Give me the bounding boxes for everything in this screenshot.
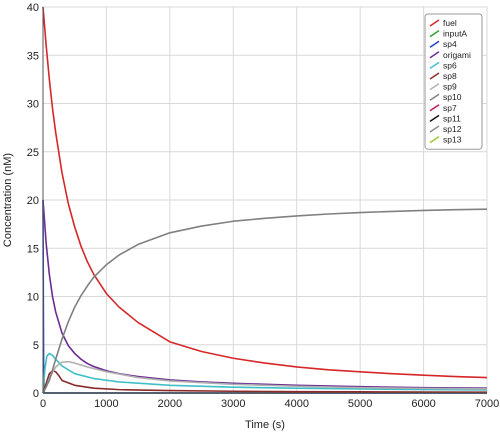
legend-swatch-sp11 bbox=[429, 114, 440, 123]
series-line-sp10 bbox=[42, 208, 488, 394]
y-tick-label: 25 bbox=[27, 147, 39, 159]
legend-swatch-sp13 bbox=[429, 135, 440, 144]
legend-label-sp6: sp6 bbox=[443, 60, 457, 70]
legend-swatch-sp8 bbox=[429, 72, 440, 80]
y-tick-label: 40 bbox=[27, 2, 39, 14]
legend-label-sp11: sp11 bbox=[443, 113, 461, 123]
series-line-fuel bbox=[42, 6, 488, 379]
x-tick-label: 1000 bbox=[94, 398, 118, 410]
y-axis-title: Concentration (nM) bbox=[2, 153, 14, 247]
x-tick-label: 3000 bbox=[221, 398, 245, 410]
legend-label-sp8: sp8 bbox=[443, 71, 457, 81]
y-tick-label: 10 bbox=[27, 292, 39, 304]
x-tick-label: 5000 bbox=[348, 398, 372, 410]
legend-swatch-sp9 bbox=[429, 82, 440, 91]
series-line-sp8 bbox=[42, 370, 488, 394]
legend-swatch-sp6 bbox=[429, 61, 440, 70]
series-line-origami bbox=[42, 199, 488, 389]
legend-box bbox=[424, 13, 483, 150]
legend-swatch-origami bbox=[429, 51, 440, 59]
legend-swatch-fuel bbox=[429, 19, 440, 27]
legend-label-sp7: sp7 bbox=[443, 103, 457, 113]
legend-label-sp4: sp4 bbox=[443, 39, 457, 49]
x-axis-title: Time (s) bbox=[245, 419, 285, 431]
x-tick-label: 6000 bbox=[411, 398, 435, 410]
x-tick-label: 4000 bbox=[284, 398, 308, 410]
legend-label-fuel: fuel bbox=[443, 18, 457, 28]
legend-swatch-sp10 bbox=[429, 93, 440, 101]
legend-label-sp13: sp13 bbox=[443, 135, 462, 145]
series-line-sp9 bbox=[42, 360, 488, 394]
series-line-sp6 bbox=[42, 352, 488, 394]
legend: fuelinputAsp4origamisp6sp8sp9sp10sp7sp11… bbox=[424, 13, 483, 150]
x-tick-label: 7000 bbox=[475, 398, 499, 410]
y-tick-label: 15 bbox=[27, 243, 39, 255]
legend-label-sp12: sp12 bbox=[443, 124, 462, 134]
y-tick-label: 35 bbox=[27, 50, 39, 62]
y-tick-label: 5 bbox=[33, 340, 39, 352]
y-tick-label: 30 bbox=[27, 99, 39, 111]
legend-label-sp9: sp9 bbox=[443, 82, 457, 92]
legend-swatch-sp4 bbox=[429, 40, 440, 48]
y-tick-label: 20 bbox=[27, 195, 39, 207]
y-tick-label: 0 bbox=[33, 388, 39, 400]
legend-label-inputA: inputA bbox=[443, 29, 467, 39]
legend-swatch-sp7 bbox=[429, 104, 440, 112]
x-tick-label: 0 bbox=[40, 398, 46, 410]
legend-swatch-inputA bbox=[429, 29, 440, 38]
tick-labels: 0 1000 2000 3000 4000 5000 6000 7000 0 5 10 15 20 25 3… bbox=[27, 2, 499, 410]
x-tick-label: 2000 bbox=[158, 398, 182, 410]
legend-swatch-sp12 bbox=[429, 125, 440, 133]
axes bbox=[42, 7, 487, 394]
legend-label-origami: origami bbox=[443, 50, 471, 60]
legend-label-sp10: sp10 bbox=[443, 92, 462, 102]
